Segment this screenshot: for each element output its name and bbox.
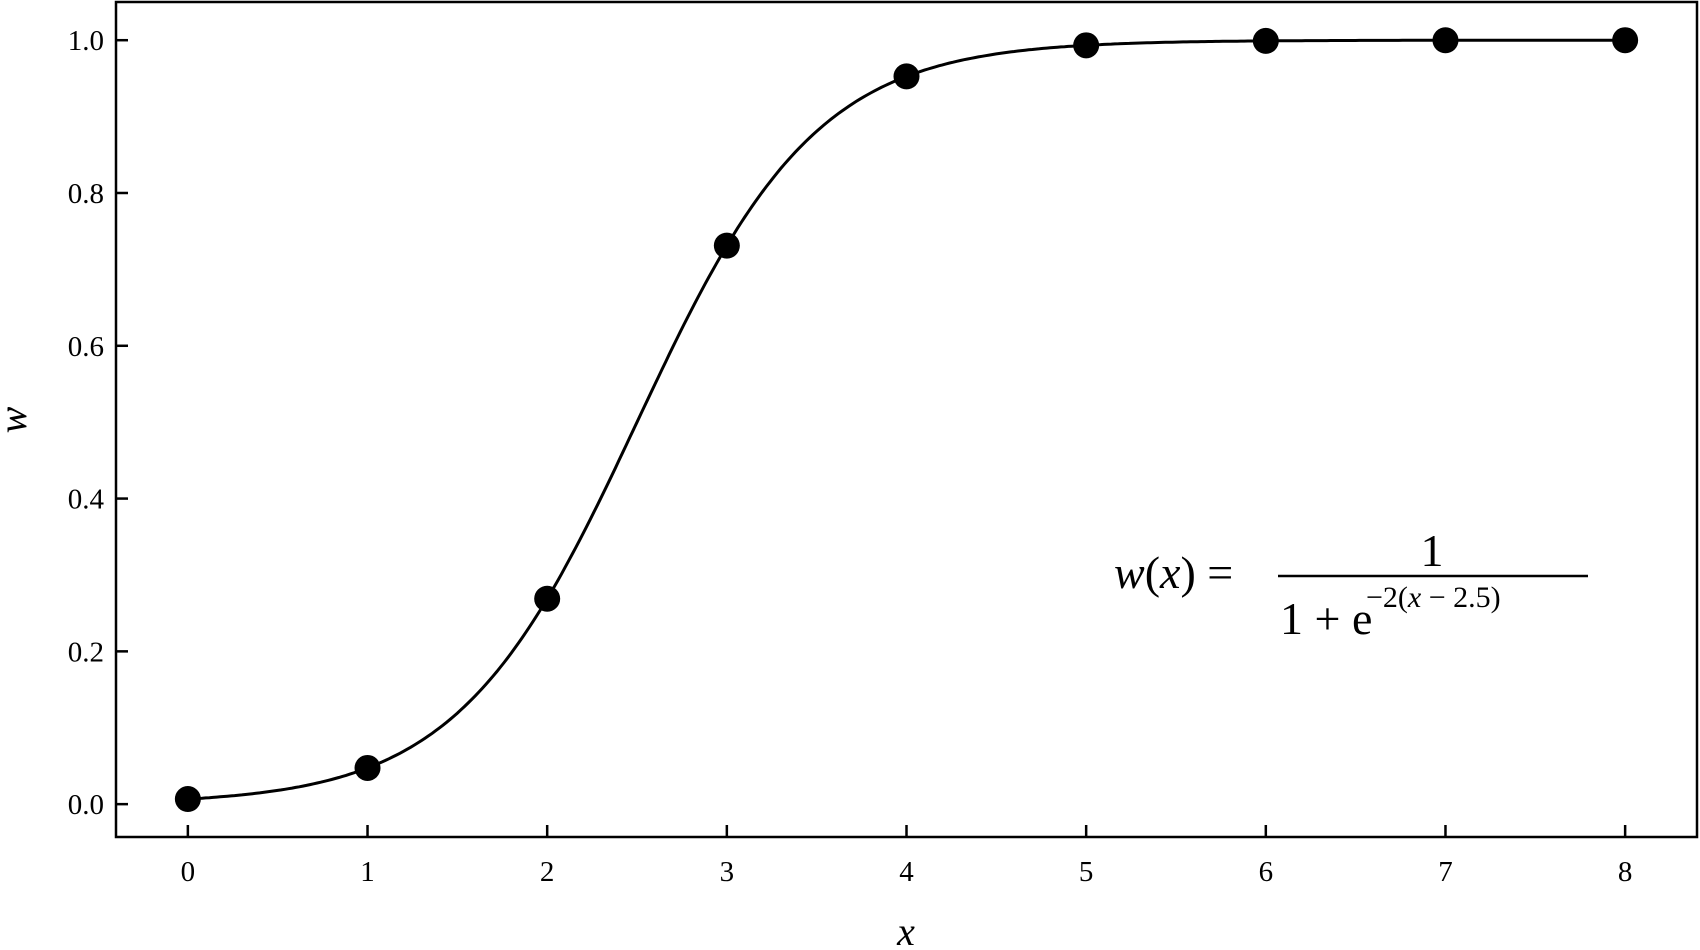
- x-tick-label: 3: [720, 856, 735, 888]
- y-tick-label: 1.0: [68, 25, 104, 57]
- formula-numerator: 1: [1421, 525, 1444, 576]
- data-point: [1252, 27, 1279, 54]
- y-tick-label: 0.4: [68, 484, 105, 516]
- x-tick-label: 0: [181, 856, 196, 888]
- formula-lhs: w(x) =: [1114, 547, 1233, 598]
- x-tick-label: 8: [1618, 856, 1633, 888]
- y-tick-label: 0.8: [68, 178, 104, 210]
- x-tick-label: 7: [1438, 856, 1453, 888]
- y-tick-label: 0.6: [68, 331, 104, 363]
- plot-frame: [114, 0, 1699, 839]
- data-point: [1073, 32, 1100, 59]
- formula-annotation: w(x) = 1 1 + e −2(x − 2.5): [1114, 525, 1588, 644]
- x-tick-label: 1: [360, 856, 375, 888]
- data-point: [534, 585, 561, 612]
- x-axis-label: x: [896, 909, 915, 950]
- data-point: [1612, 27, 1639, 54]
- data-point: [1432, 27, 1459, 54]
- x-tick-label: 2: [540, 856, 555, 888]
- data-point: [893, 63, 920, 90]
- x-tick-label: 4: [899, 856, 914, 888]
- y-tick-label: 0.0: [68, 789, 104, 821]
- data-point: [354, 754, 381, 781]
- data-point: [174, 786, 201, 813]
- sigmoid-curve: [187, 38, 1626, 801]
- y-tick-label: 0.2: [68, 636, 104, 668]
- formula-exponent: −2(x − 2.5): [1366, 581, 1501, 614]
- x-tick-label: 5: [1079, 856, 1094, 888]
- y-axis-label: w: [0, 406, 35, 433]
- formula-denominator: 1 + e: [1280, 593, 1372, 644]
- x-tick-label: 6: [1259, 856, 1274, 888]
- data-point: [713, 232, 740, 259]
